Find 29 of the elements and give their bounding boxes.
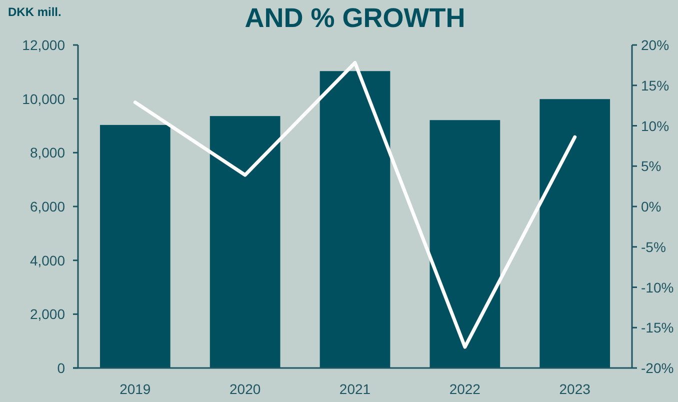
bar [320, 71, 390, 368]
bar [430, 120, 500, 368]
bar [210, 116, 280, 368]
bar [540, 99, 610, 368]
y2-tick-label: -20% [641, 360, 674, 376]
y2-tick-label: 5% [641, 158, 662, 174]
x-tick-label: 2019 [120, 381, 151, 397]
y2-tick-label: 20% [641, 37, 670, 53]
y-axis-title: DKK mill. [8, 5, 62, 19]
y-tick-label: 10,000 [22, 90, 66, 107]
y2-tick-label: -10% [641, 279, 674, 296]
y2-tick-label: -5% [641, 238, 666, 255]
x-tick-label: 2020 [230, 381, 261, 397]
x-tick-label: 2023 [559, 381, 591, 397]
line-series [133, 61, 577, 349]
chart-title: AND % GROWTH [244, 3, 466, 33]
x-tick-label: 2021 [339, 381, 371, 397]
bar [100, 124, 170, 368]
y-tick-label: 2,000 [30, 306, 66, 322]
x-tick-label: 2022 [449, 381, 481, 397]
y-tick-label: 8,000 [30, 144, 66, 161]
y2-tick-label: -15% [641, 320, 674, 336]
y2-tick-label: 15% [641, 77, 670, 94]
y2-tick-label: 10% [641, 118, 670, 134]
y-tick-label: 4,000 [30, 252, 66, 268]
y-tick-label: 6,000 [30, 198, 66, 214]
y-tick-label: 0 [57, 360, 66, 376]
y2-tick-label: 0% [641, 198, 662, 214]
y-tick-label: 12,000 [22, 37, 66, 53]
